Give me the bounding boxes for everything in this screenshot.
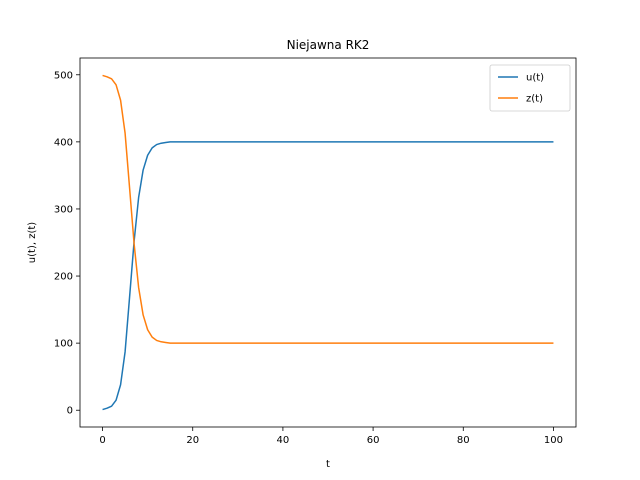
series-line-z xyxy=(102,74,554,344)
legend-label: u(t) xyxy=(526,73,544,84)
x-tick-label: 100 xyxy=(544,435,563,446)
legend-label: z(t) xyxy=(526,94,543,105)
x-tick-label: 80 xyxy=(457,435,470,446)
y-axis-label: u(t), z(t) xyxy=(27,222,38,263)
y-tick-label: 0 xyxy=(67,406,73,417)
y-tick-label: 100 xyxy=(54,339,73,350)
y-tick-label: 400 xyxy=(54,137,73,148)
y-tick-label: 500 xyxy=(54,70,73,81)
x-tick-label: 40 xyxy=(277,435,290,446)
x-tick-label: 60 xyxy=(367,435,380,446)
y-tick-label: 300 xyxy=(54,204,73,215)
x-tick-label: 20 xyxy=(186,435,199,446)
chart-title: Niejawna RK2 xyxy=(287,38,370,52)
legend: u(t) z(t) xyxy=(489,64,571,112)
y-tick-label: 200 xyxy=(54,272,73,283)
axes-frame xyxy=(79,57,577,428)
x-axis-label: t xyxy=(326,459,330,470)
plot-area xyxy=(102,74,554,411)
series-line-u xyxy=(102,141,554,411)
x-tick-label: 0 xyxy=(99,435,105,446)
